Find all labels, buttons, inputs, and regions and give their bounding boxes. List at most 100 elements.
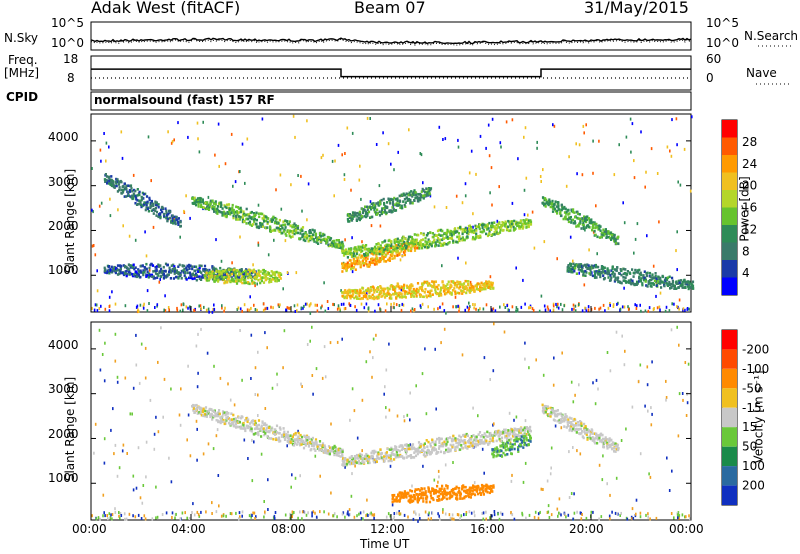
power-panel-ground-cell — [250, 306, 252, 310]
power-panel-echo-cell-7 — [450, 280, 453, 283]
velocity-panel-ground-cell — [110, 513, 112, 517]
power-panel-echo-cell-9 — [654, 274, 657, 278]
power-panel-ground-cell — [221, 304, 223, 308]
power-panel-echo-cell-5 — [451, 234, 454, 237]
power-panel-echo-cell-2 — [200, 264, 203, 268]
power-panel-echo-cell-7 — [492, 287, 495, 290]
power-panel-noise-cell — [244, 181, 246, 185]
power-panel-echo-cell-1 — [273, 221, 277, 225]
power-panel-echo-cell-2 — [143, 270, 146, 274]
power-panel-echo-cell-6 — [371, 215, 374, 219]
power-panel-ground-cell — [516, 308, 519, 312]
power-panel-echo-cell-6 — [371, 206, 374, 209]
power-panel-echo-cell-0 — [144, 192, 147, 196]
power-panel-echo-cell-1 — [313, 230, 316, 234]
power-panel-echo-cell-7 — [350, 294, 353, 298]
power-panel-echo-cell-7 — [368, 290, 371, 293]
power-panel-echo-cell-7 — [384, 292, 387, 296]
power-panel-echo-cell-3 — [271, 278, 275, 281]
velocity-panel-noise-cell — [676, 325, 678, 329]
power-panel-echo-cell-1 — [249, 211, 252, 215]
power-panel-echo-cell-9 — [639, 279, 643, 283]
power-panel-echo-cell-5 — [366, 253, 369, 256]
power-panel-echo-cell-4 — [379, 250, 382, 253]
power-panel-echo-cell-5 — [446, 230, 449, 233]
power-ytick-4000: 4000 — [48, 130, 79, 144]
power-panel-echo-cell-3 — [241, 276, 244, 280]
velocity-panel-noise-cell — [197, 371, 199, 375]
power-panel-echo-cell-3 — [271, 271, 275, 274]
power-panel-echo-cell-7 — [440, 286, 443, 290]
power-panel-echo-cell-7 — [341, 294, 344, 298]
power-panel-echo-cell-8 — [611, 233, 614, 237]
power-panel-echo-cell-5 — [424, 240, 427, 243]
power-panel-echo-cell-0 — [108, 179, 111, 183]
velocity-panel-noise-cell — [170, 387, 172, 391]
power-panel-echo-cell-3 — [219, 271, 222, 274]
power-panel-echo-cell-1 — [293, 222, 296, 225]
power-panel-ground-cell — [148, 302, 150, 305]
power-panel-noise-cell — [239, 235, 241, 239]
power-colorbar-swatch — [722, 155, 737, 173]
power-panel-noise-cell — [522, 278, 524, 282]
power-panel-noise-cell — [193, 275, 196, 279]
power-panel-echo-cell-7 — [491, 285, 494, 289]
power-panel-echo-cell-1 — [228, 211, 232, 214]
power-panel-echo-cell-0 — [121, 185, 124, 189]
power-panel-ground-cell — [574, 304, 577, 308]
velocity-panel-ground-cell — [473, 514, 476, 518]
power-panel-noise-cell — [500, 145, 502, 149]
power-panel-echo-cell-9 — [685, 281, 688, 285]
velocity-panel-echo-cell-0 — [196, 412, 199, 415]
power-panel-echo-cell-2 — [142, 269, 145, 272]
power-panel-echo-cell-8 — [587, 217, 590, 220]
power-panel-echo-cell-5 — [377, 246, 380, 249]
velocity-panel-echo-cell-0 — [307, 435, 310, 439]
velocity-panel-echo-cell-0 — [333, 453, 336, 457]
power-panel-echo-cell-7 — [428, 282, 431, 285]
velocity-panel-noise-cell — [312, 392, 314, 396]
power-panel-echo-cell-3 — [244, 273, 248, 277]
velocity-panel-echo-cell-0 — [200, 407, 203, 410]
velocity-panel-noise-cell — [348, 508, 351, 512]
power-panel-echo-cell-5 — [435, 234, 439, 237]
power-panel-echo-cell-1 — [284, 226, 287, 229]
power-panel-echo-cell-6 — [365, 205, 369, 209]
power-panel-noise-cell — [344, 238, 346, 242]
velocity-panel-noise-cell — [391, 503, 394, 507]
power-panel-echo-cell-1 — [291, 231, 294, 235]
power-panel-echo-cell-5 — [353, 246, 356, 249]
power-panel-echo-cell-8 — [585, 215, 588, 219]
power-panel-echo-cell-1 — [289, 235, 292, 239]
power-panel-echo-cell-9 — [646, 271, 649, 275]
power-panel-echo-cell-2 — [212, 266, 215, 270]
power-panel-noise-cell — [124, 304, 127, 308]
power-panel-echo-cell-4 — [341, 270, 344, 273]
power-colorbar-tick-label: 28 — [742, 135, 757, 149]
velocity-panel-echo-cell-0 — [232, 413, 235, 417]
power-panel-echo-cell-2 — [143, 266, 146, 269]
power-panel-noise-cell — [583, 283, 586, 287]
power-panel-echo-cell-6 — [350, 219, 354, 222]
velocity-panel-echo-cell-0 — [321, 444, 324, 447]
velocity-panel-noise-cell — [266, 346, 268, 350]
power-panel-echo-cell-4 — [361, 259, 364, 263]
power-panel-noise-cell — [515, 266, 517, 270]
velocity-panel-ground-cell — [239, 515, 241, 519]
power-panel-echo-cell-1 — [260, 225, 263, 228]
velocity-panel-noise-cell — [646, 383, 649, 387]
power-panel-echo-cell-4 — [383, 260, 386, 263]
power-panel-ground-cell — [587, 305, 590, 309]
power-panel-echo-cell-6 — [396, 199, 399, 202]
power-panel-echo-cell-5 — [388, 247, 391, 251]
velocity-panel-ground-cell — [468, 510, 471, 514]
power-panel-echo-cell-5 — [456, 235, 459, 239]
power-panel-echo-cell-5 — [427, 246, 430, 249]
power-panel-noise-cell — [625, 135, 628, 139]
noise-ytick-top-right: 10^5 — [706, 16, 739, 30]
power-panel-echo-cell-7 — [425, 294, 428, 297]
velocity-panel-echo-cell-0 — [279, 439, 282, 443]
power-panel-noise-cell — [173, 216, 175, 220]
power-panel-echo-cell-7 — [406, 286, 409, 289]
velocity-panel-echo-cell-0 — [286, 430, 289, 434]
